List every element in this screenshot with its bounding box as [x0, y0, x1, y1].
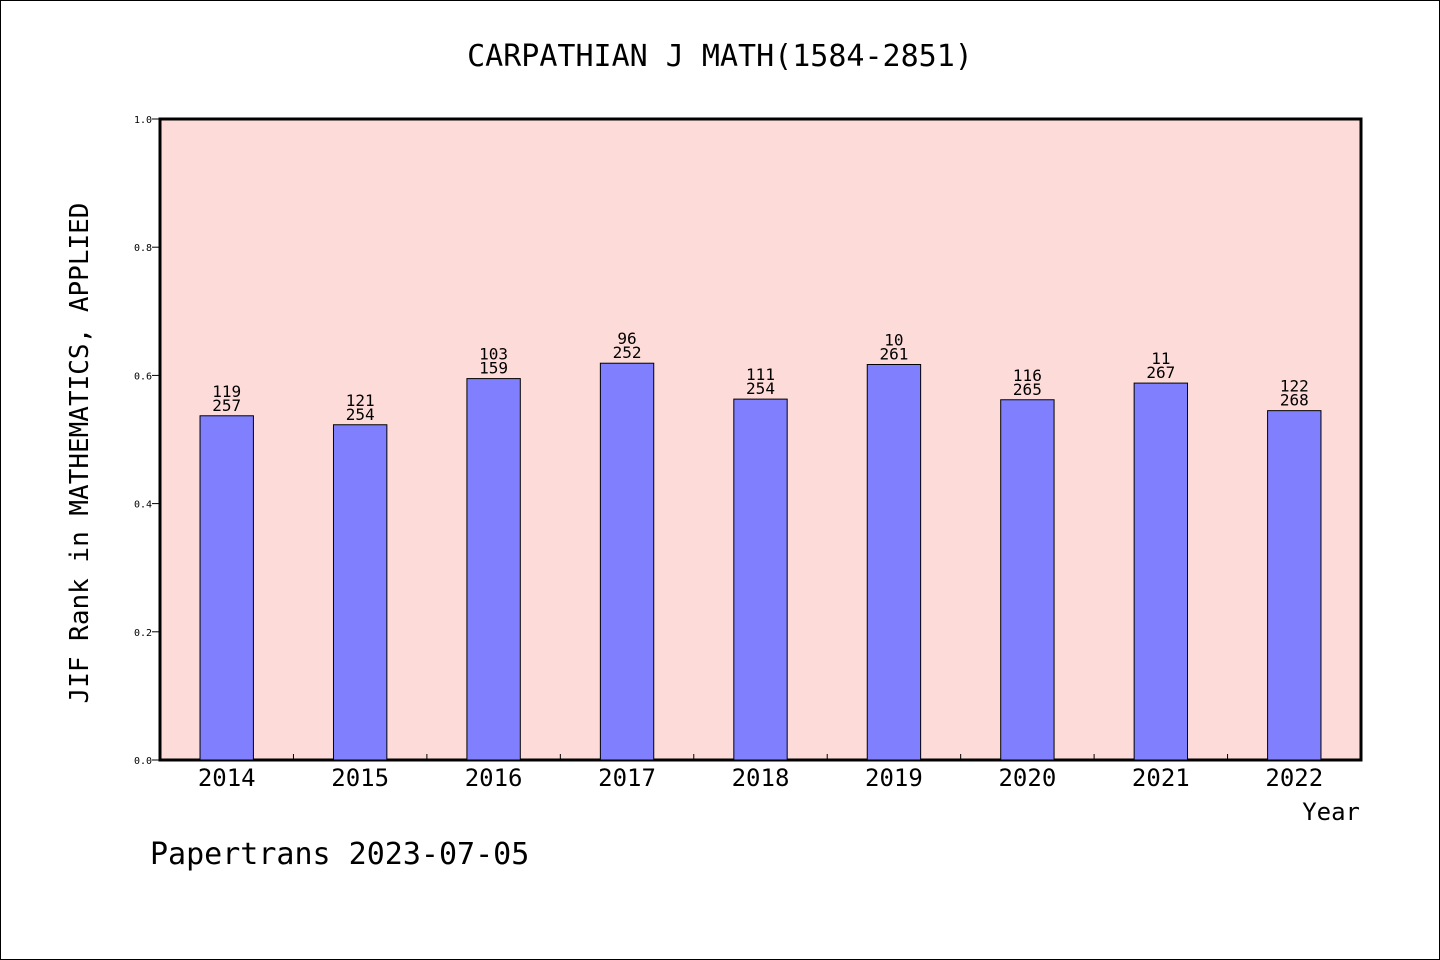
x-axis: 2014 2015 2016 2017 2018 2019 2020 2021 2022	[198, 754, 1323, 792]
bar-rank-label-2015: 121	[346, 391, 375, 410]
bar-2014	[199, 415, 254, 761]
bar-rank-label-2019: 10	[884, 331, 903, 350]
bar-rank-label-2014: 119	[212, 382, 241, 401]
x-tick-label-2016: 2016	[465, 764, 523, 792]
y-tick-label-0: 0.0	[134, 756, 152, 767]
bar-total-label-2019: 261	[879, 345, 908, 364]
y-tick-label-5: 1.0	[134, 115, 152, 126]
bar-2021	[1133, 382, 1189, 761]
bar-2022	[1267, 410, 1322, 761]
bar-total-label-2016: 159	[479, 359, 508, 378]
bar-2016	[466, 378, 521, 761]
y-tick-label-1: 0.2	[134, 628, 152, 639]
x-tick-label-2020: 2020	[998, 764, 1056, 792]
x-tick-label-2017: 2017	[598, 764, 656, 792]
bar-2019	[866, 364, 922, 761]
bar-rank-label-2017: 96	[617, 329, 636, 348]
y-tick-label-2: 0.4	[134, 500, 152, 511]
bar-total-label-2014: 257	[212, 396, 241, 415]
bar-total-label-2021: 267	[1146, 363, 1175, 382]
bar-rank-label-2022: 122	[1280, 377, 1309, 396]
x-tick-label-2014: 2014	[198, 764, 256, 792]
x-axis-label: Year	[1302, 798, 1360, 826]
bar-2015	[332, 424, 388, 761]
y-axis: 0.0 0.2 0.4 0.6 0.8 1.0	[134, 115, 160, 767]
bar-rank-label-2020: 116	[1013, 366, 1042, 385]
y-axis-label: JIF Rank in MATHEMATICS, APPLIED	[65, 203, 95, 704]
x-tick-label-2019: 2019	[865, 764, 923, 792]
x-tick-label-2022: 2022	[1265, 764, 1323, 792]
bar-rank-label-2016: 103	[479, 345, 508, 364]
bar-total-label-2018: 254	[746, 379, 775, 398]
y-tick-label-4: 0.8	[134, 243, 152, 254]
x-tick-label-2018: 2018	[732, 764, 790, 792]
bar-total-label-2020: 265	[1013, 380, 1042, 399]
bar-total-label-2022: 268	[1280, 391, 1309, 410]
bar-2020	[1000, 399, 1055, 761]
chart-title: CARPATHIAN J MATH(1584-2851)	[467, 39, 973, 74]
bar-total-label-2017: 252	[613, 343, 642, 362]
bar-rank-label-2021: 11	[1151, 349, 1170, 368]
bar-2018	[733, 398, 788, 761]
footer-text: Papertrans 2023-07-05	[150, 837, 529, 872]
bar-total-label-2015: 254	[346, 405, 375, 424]
bar-rank-label-2018: 111	[746, 365, 775, 384]
bar-2017	[599, 362, 655, 761]
x-tick-label-2021: 2021	[1132, 764, 1190, 792]
y-tick-label-3: 0.6	[134, 371, 152, 382]
x-tick-label-2015: 2015	[331, 764, 389, 792]
